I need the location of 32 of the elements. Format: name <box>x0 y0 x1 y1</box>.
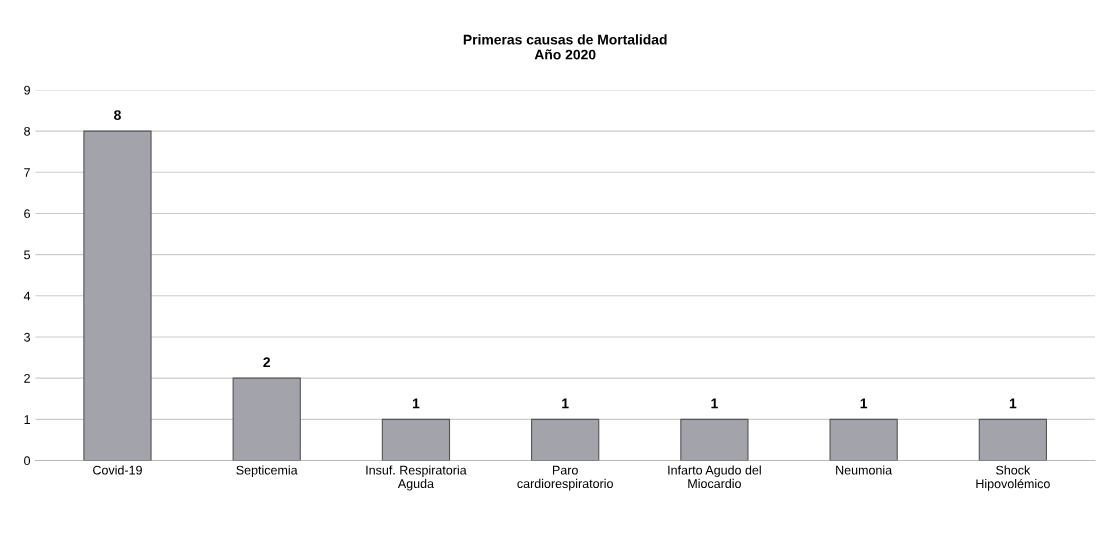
data-label: 1 <box>711 398 718 409</box>
bar <box>680 418 749 461</box>
y-tick-label: 4 <box>23 291 31 301</box>
y-tick-label: 8 <box>24 126 30 136</box>
bar <box>381 418 451 461</box>
x-tick-label: Septicemia <box>236 465 298 478</box>
y-tick-label: 7 <box>24 168 30 177</box>
bar <box>978 418 1047 461</box>
bar <box>232 377 301 461</box>
data-label: 1 <box>1009 398 1017 409</box>
y-tick-label: 9 <box>24 85 30 95</box>
x-tick-label: Neumonia <box>836 465 893 475</box>
x-tick-label: Insuf. Respiratoria Aguda <box>366 465 467 491</box>
y-tick-label: 6 <box>24 209 30 219</box>
data-label: 1 <box>562 398 569 409</box>
y-tick-label: 0 <box>24 456 31 466</box>
y-tick-label: 1 <box>24 415 30 424</box>
bar <box>829 418 898 461</box>
y-tick-label: 5 <box>24 250 31 260</box>
data-label: 1 <box>412 398 420 409</box>
data-label: 8 <box>114 110 121 121</box>
x-tick-label: Covid-19 <box>93 465 142 475</box>
data-label: 2 <box>263 357 271 367</box>
y-tick-label: 2 <box>24 373 30 383</box>
data-label: 1 <box>860 398 868 409</box>
x-tick-label: Infarto Agudo del Miocardio <box>668 465 761 489</box>
y-tick-label: 3 <box>24 332 30 342</box>
bar <box>83 130 152 461</box>
x-tick-label: Shock Hipovolémico <box>976 465 1050 491</box>
x-tick-label: Paro cardiorespiratorio <box>517 465 613 491</box>
chart-title: Primeras causas de Mortalidad Año 2020 <box>463 34 667 60</box>
bar <box>531 418 600 461</box>
